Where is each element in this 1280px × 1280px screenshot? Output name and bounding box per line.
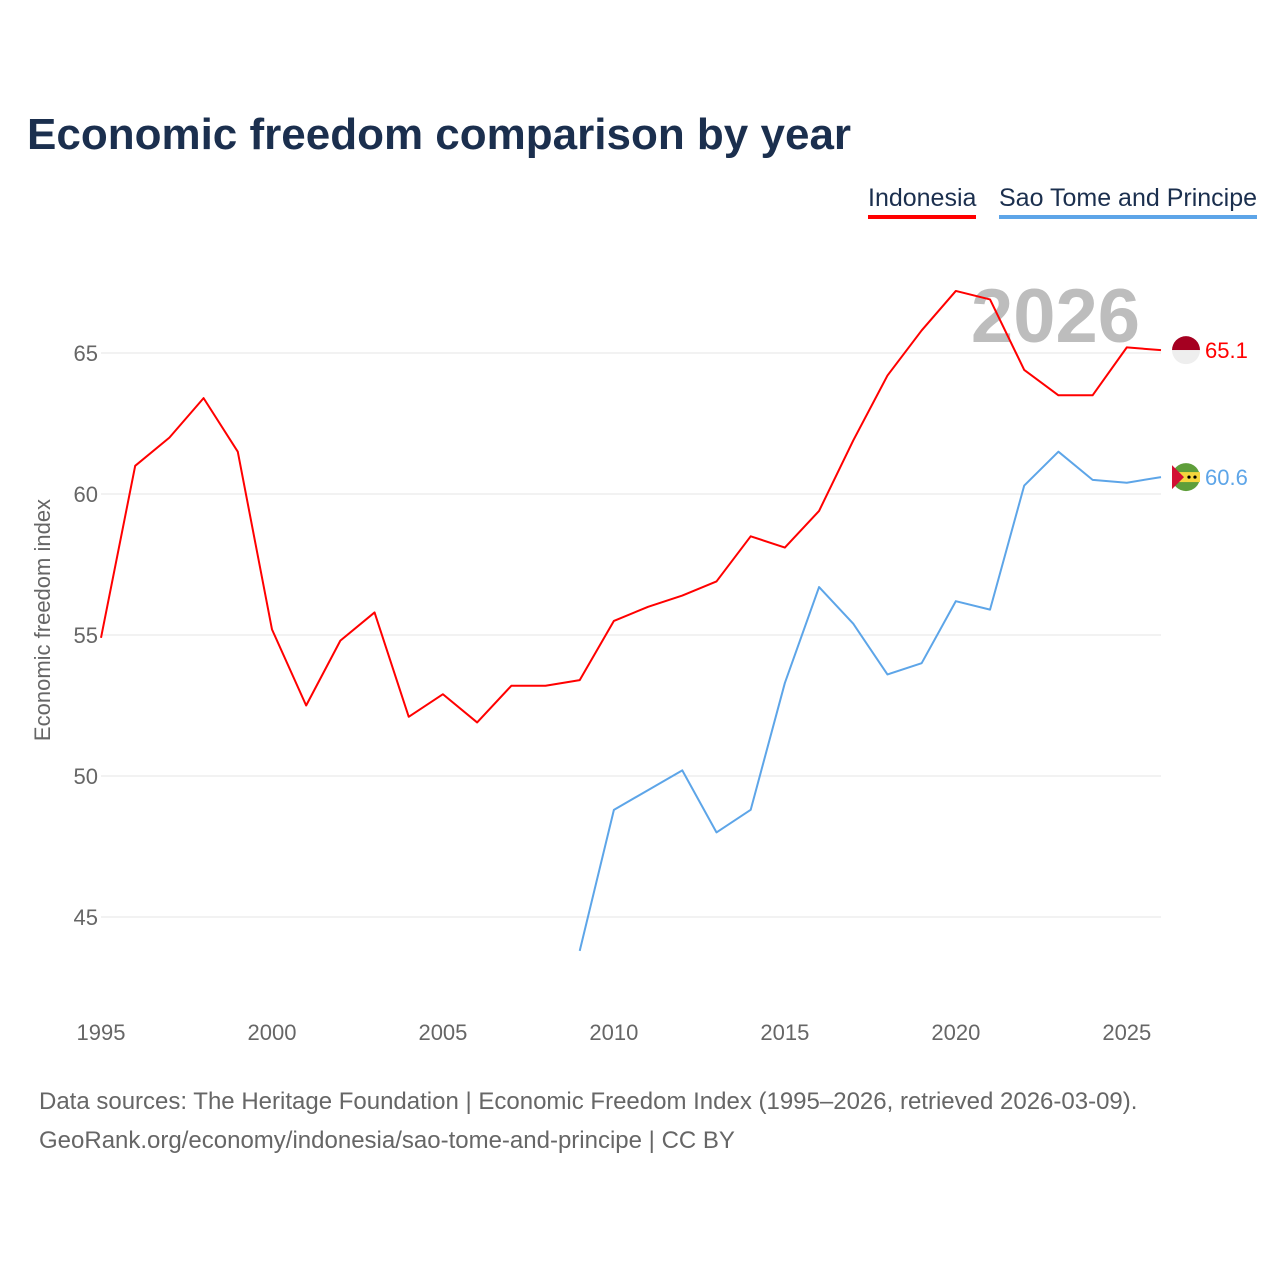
data-point — [1021, 367, 1027, 373]
flag-yellow-band — [1172, 472, 1200, 483]
y-tick-label: 55 — [74, 623, 98, 648]
y-tick-label: 50 — [74, 764, 98, 789]
data-point — [235, 449, 241, 455]
data-point — [577, 677, 583, 683]
data-point — [748, 807, 754, 813]
data-point — [508, 683, 514, 689]
end-value-label: 60.6 — [1205, 465, 1248, 490]
data-point — [1055, 392, 1061, 398]
footer-url: GeoRank.org/economy/indonesia/sao-tome-a… — [39, 1127, 735, 1154]
y-tick-label: 65 — [74, 341, 98, 366]
data-point — [303, 703, 309, 709]
data-point — [816, 508, 822, 514]
data-point — [884, 671, 890, 677]
data-point — [98, 635, 104, 641]
y-tick-label: 45 — [74, 905, 98, 930]
series-line-indonesia — [100, 289, 1162, 724]
data-point — [372, 609, 378, 615]
data-point — [1055, 449, 1061, 455]
data-point — [782, 545, 788, 551]
data-point — [679, 767, 685, 773]
data-point — [132, 463, 138, 469]
legend-indonesia[interactable]: Indonesia — [868, 184, 977, 219]
x-tick-label: 2020 — [931, 1020, 980, 1045]
y-axis-label: Economic freedom index — [30, 499, 55, 741]
legend-sao-tome-and-principe[interactable]: Sao Tome and Principe — [999, 184, 1258, 219]
data-point — [166, 435, 172, 441]
end-value-label: 65.1 — [1205, 338, 1248, 363]
data-point — [850, 621, 856, 627]
data-point — [884, 373, 890, 379]
data-point — [953, 598, 959, 604]
sao-tome-and-principe-flag-icon — [1172, 463, 1200, 492]
flag-star — [1193, 475, 1197, 479]
data-point — [337, 638, 343, 644]
indonesia-flag-icon — [1172, 336, 1200, 365]
data-point — [1021, 483, 1027, 489]
y-tick-label: 60 — [74, 482, 98, 507]
data-point — [1158, 474, 1164, 480]
flag-star — [1187, 475, 1191, 479]
data-point — [474, 719, 480, 725]
data-point — [953, 288, 959, 294]
data-point — [713, 829, 719, 835]
data-point — [543, 683, 549, 689]
data-point — [406, 714, 412, 720]
data-point — [1158, 347, 1164, 353]
data-point — [577, 948, 583, 954]
flag-white-half — [1172, 350, 1200, 365]
x-tick-label: 2025 — [1102, 1020, 1151, 1045]
data-point — [679, 593, 685, 599]
data-point — [850, 437, 856, 443]
chart-title: Economic freedom comparison by year — [27, 110, 852, 159]
data-point — [919, 660, 925, 666]
data-point — [645, 604, 651, 610]
x-tick-label: 1995 — [77, 1020, 126, 1045]
data-point — [1124, 344, 1130, 350]
flag-red-half — [1172, 336, 1200, 351]
data-point — [611, 807, 617, 813]
data-point — [782, 680, 788, 686]
flag-red-triangle — [1172, 465, 1184, 490]
series-line-sao-tome-and-principe — [578, 450, 1162, 952]
data-point — [1124, 480, 1130, 486]
x-tick-label: 2000 — [247, 1020, 296, 1045]
data-point — [1090, 392, 1096, 398]
x-tick-label: 2005 — [418, 1020, 467, 1045]
data-point — [201, 395, 207, 401]
footer-sources: Data sources: The Heritage Foundation | … — [39, 1088, 1138, 1115]
year-watermark: 2026 — [971, 274, 1140, 359]
data-point — [748, 533, 754, 539]
data-point — [713, 578, 719, 584]
data-point — [816, 584, 822, 590]
x-tick-label: 2010 — [589, 1020, 638, 1045]
data-point — [1090, 477, 1096, 483]
data-point — [269, 626, 275, 632]
data-point — [611, 618, 617, 624]
x-tick-label: 2015 — [760, 1020, 809, 1045]
data-point — [440, 691, 446, 697]
data-point — [987, 296, 993, 302]
data-point — [919, 327, 925, 333]
data-point — [645, 787, 651, 793]
data-point — [987, 607, 993, 613]
